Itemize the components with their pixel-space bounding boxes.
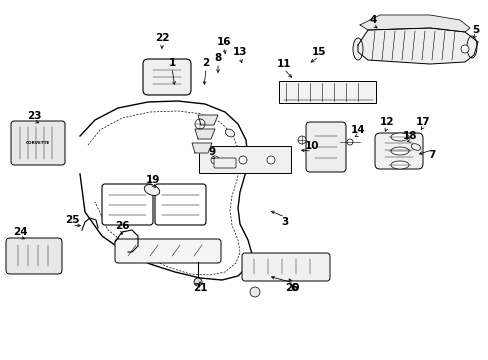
Text: 21: 21 xyxy=(192,283,207,293)
Text: 19: 19 xyxy=(145,175,160,185)
Polygon shape xyxy=(357,28,477,64)
Ellipse shape xyxy=(225,129,234,137)
Text: 22: 22 xyxy=(154,33,169,43)
FancyBboxPatch shape xyxy=(305,122,346,172)
FancyBboxPatch shape xyxy=(6,238,62,274)
Ellipse shape xyxy=(466,36,476,58)
Text: 15: 15 xyxy=(311,47,325,57)
Text: 25: 25 xyxy=(64,215,79,225)
Text: 8: 8 xyxy=(214,53,221,63)
Text: 9: 9 xyxy=(208,147,215,157)
Text: 1: 1 xyxy=(168,58,175,68)
Text: 26: 26 xyxy=(115,221,129,231)
Text: 24: 24 xyxy=(13,227,27,237)
Polygon shape xyxy=(359,15,469,32)
Polygon shape xyxy=(195,129,215,139)
FancyBboxPatch shape xyxy=(102,184,153,225)
Circle shape xyxy=(210,156,219,164)
Ellipse shape xyxy=(352,38,362,60)
Text: 11: 11 xyxy=(276,59,291,69)
Text: 12: 12 xyxy=(379,117,393,127)
FancyBboxPatch shape xyxy=(155,184,205,225)
Text: CORVETTE: CORVETTE xyxy=(26,141,50,145)
Circle shape xyxy=(249,287,260,297)
FancyBboxPatch shape xyxy=(214,158,236,168)
Text: 10: 10 xyxy=(304,141,319,151)
Ellipse shape xyxy=(410,144,420,150)
FancyBboxPatch shape xyxy=(279,81,375,103)
Text: 2: 2 xyxy=(202,58,209,68)
Text: 13: 13 xyxy=(232,47,247,57)
Polygon shape xyxy=(198,115,218,125)
Text: 6: 6 xyxy=(290,283,297,293)
FancyBboxPatch shape xyxy=(242,253,329,281)
Text: 18: 18 xyxy=(402,131,416,141)
FancyBboxPatch shape xyxy=(199,146,290,173)
Text: 4: 4 xyxy=(368,15,376,25)
Circle shape xyxy=(297,136,305,144)
Text: 23: 23 xyxy=(27,111,41,121)
Circle shape xyxy=(194,278,202,286)
Polygon shape xyxy=(192,143,212,153)
FancyBboxPatch shape xyxy=(142,59,191,95)
Text: 5: 5 xyxy=(471,25,479,35)
Text: 16: 16 xyxy=(216,37,231,47)
Text: 14: 14 xyxy=(350,125,365,135)
Circle shape xyxy=(239,156,246,164)
Text: 17: 17 xyxy=(415,117,429,127)
FancyBboxPatch shape xyxy=(11,121,65,165)
Ellipse shape xyxy=(390,147,408,155)
Text: 3: 3 xyxy=(281,217,288,227)
Polygon shape xyxy=(80,101,251,280)
Circle shape xyxy=(195,119,204,129)
Ellipse shape xyxy=(390,161,408,169)
FancyBboxPatch shape xyxy=(374,133,422,169)
Ellipse shape xyxy=(390,133,408,141)
Circle shape xyxy=(346,139,352,145)
Ellipse shape xyxy=(144,185,160,195)
Circle shape xyxy=(266,156,274,164)
FancyBboxPatch shape xyxy=(115,239,221,263)
Circle shape xyxy=(460,45,468,53)
Text: 7: 7 xyxy=(427,150,435,160)
Text: 20: 20 xyxy=(284,283,299,293)
